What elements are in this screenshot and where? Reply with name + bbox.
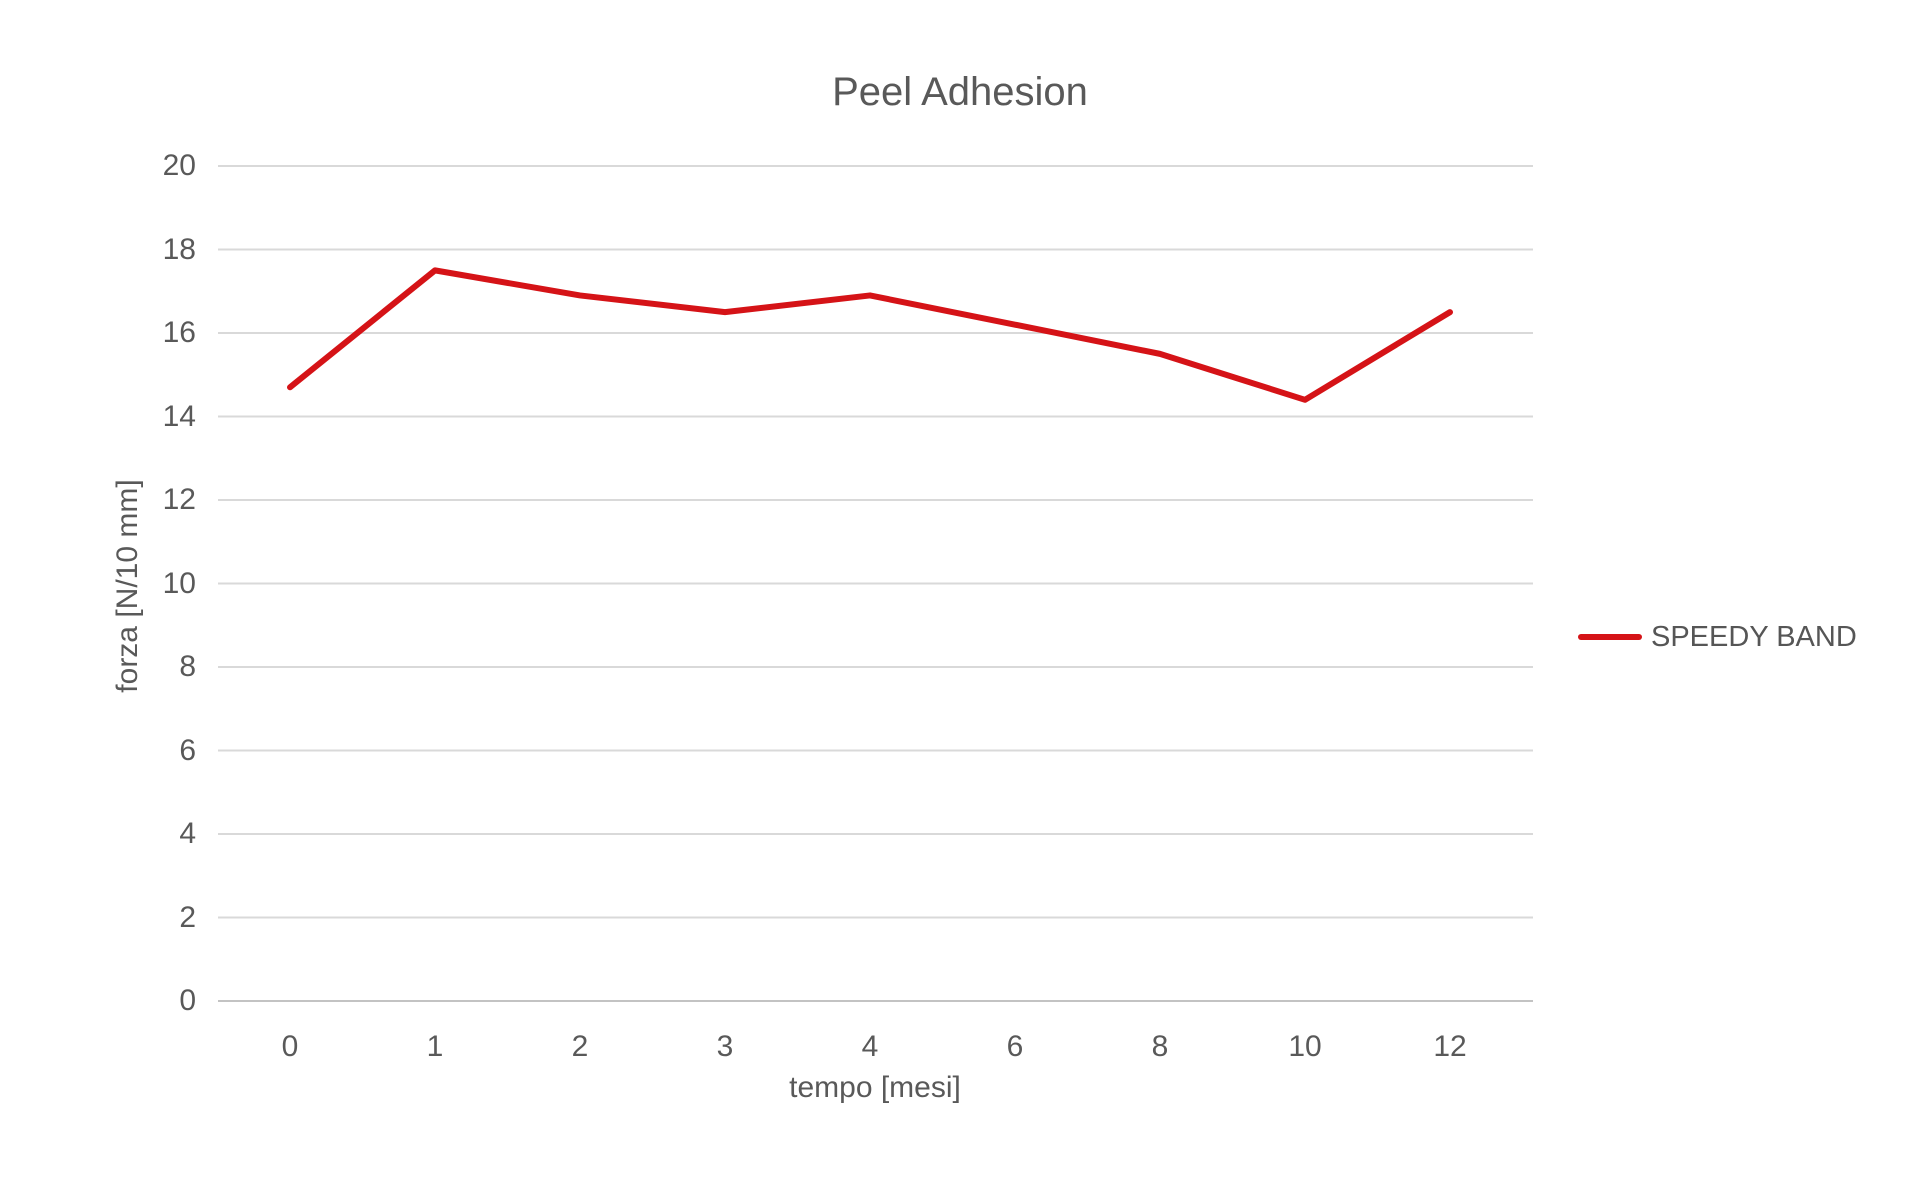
legend-line-swatch [1578, 634, 1642, 640]
x-axis-title: tempo [mesi] [789, 1071, 961, 1104]
legend: SPEEDY BAND [1578, 616, 1857, 658]
x-tick-label: 12 [1433, 1030, 1467, 1063]
y-tick-label: 14 [162, 399, 196, 433]
x-tick-label: 4 [861, 1030, 879, 1063]
y-tick-label: 20 [162, 149, 196, 182]
legend-series-label: SPEEDY BAND [1651, 621, 1857, 653]
y-tick-label: 18 [162, 232, 196, 266]
series-line-speedy-band [287, 267, 1453, 403]
x-tick-label: 2 [571, 1030, 589, 1063]
x-tick-label: 6 [1006, 1030, 1024, 1063]
y-tick-label: 0 [179, 984, 196, 1017]
x-tick-label: 1 [426, 1030, 444, 1063]
y-axis-title: forza [N/10 mm] [111, 479, 144, 693]
x-tick-label: 10 [1288, 1030, 1322, 1063]
y-tick-label: 16 [162, 316, 196, 349]
chart-title: Peel Adhesion [832, 70, 1088, 114]
x-tick-label: 8 [1151, 1030, 1169, 1063]
y-tick-label: 4 [179, 817, 196, 850]
y-tick-label: 6 [179, 733, 196, 767]
x-tick-label: 0 [281, 1030, 299, 1063]
x-tick-label: 3 [716, 1030, 734, 1063]
y-tick-label: 10 [162, 566, 196, 600]
y-tick-label: 2 [179, 900, 196, 934]
y-tick-label: 8 [179, 650, 196, 683]
y-tick-label: 12 [162, 483, 196, 516]
